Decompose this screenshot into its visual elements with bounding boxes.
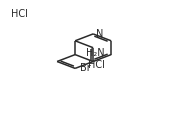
Text: N: N: [96, 29, 103, 39]
Text: Br: Br: [80, 63, 91, 73]
Text: H₂N: H₂N: [86, 48, 105, 58]
Text: HCl: HCl: [88, 60, 105, 70]
Text: HCl: HCl: [11, 9, 28, 19]
